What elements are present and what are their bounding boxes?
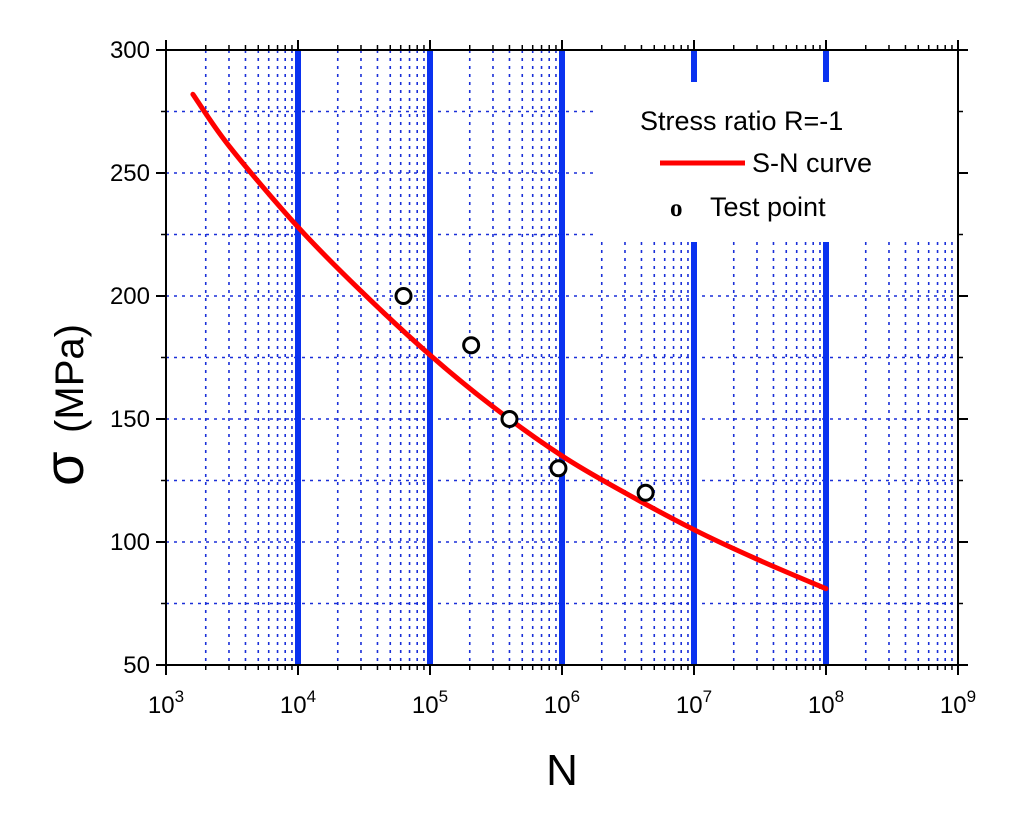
x-tick-labels: 103 104 105 106 107 108 109 [148, 687, 976, 719]
x-tick-label: 106 [544, 687, 580, 719]
legend-title: Stress ratio R=-1 [640, 106, 843, 136]
legend-box [598, 82, 956, 242]
legend-marker-symbol: o [670, 195, 683, 222]
svg-text:σ (MPa): σ (MPa) [32, 324, 95, 486]
x-tick-label: 107 [676, 687, 712, 719]
x-tick-label: 108 [808, 687, 844, 719]
grid [166, 50, 958, 665]
x-axis-title: N [546, 746, 578, 795]
y-tick-label: 300 [110, 37, 150, 64]
sn-curve-group [190, 91, 829, 592]
test-point [500, 410, 519, 428]
legend: Stress ratio R=-1 S-N curve o Test point [640, 106, 872, 222]
y-tick-labels: 50 100 150 200 250 300 [110, 37, 150, 679]
test-point [394, 287, 413, 305]
x-tick-label: 104 [280, 687, 316, 719]
y-tick-label: 100 [110, 529, 150, 556]
legend-curve-label: S-N curve [752, 148, 872, 178]
y-axis-title: σ (MPa) [32, 324, 95, 486]
y-tick-label: 150 [110, 406, 150, 433]
y-tick-label: 250 [110, 160, 150, 187]
x-tick-label: 103 [148, 687, 184, 719]
y-tick-label: 200 [110, 283, 150, 310]
test-point [636, 483, 655, 502]
axis-ticks [156, 40, 968, 675]
y-axis-symbol: σ [32, 451, 95, 486]
x-tick-label: 105 [412, 687, 448, 719]
y-tick-label: 50 [123, 652, 150, 679]
test-point [549, 459, 568, 478]
legend-points-label: Test point [710, 192, 826, 222]
y-axis-unit: (MPa) [48, 324, 92, 433]
test-points-group [394, 287, 655, 502]
x-tick-label: 109 [940, 687, 976, 719]
sn-curve-line [190, 91, 829, 592]
test-point [462, 336, 481, 355]
